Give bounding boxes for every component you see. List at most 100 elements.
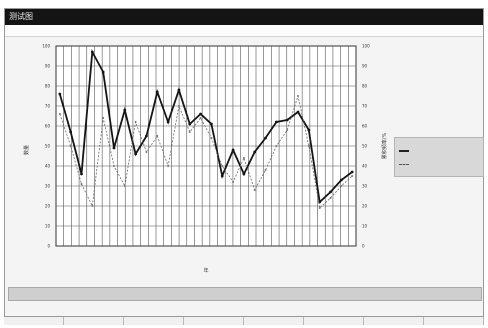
data-point-solid: [296, 110, 300, 114]
chart-series: [58, 48, 354, 209]
y-axis-label-left: 数量: [23, 145, 30, 155]
tab-cell[interactable]: [244, 317, 304, 325]
left-tick-label: 10: [45, 224, 51, 229]
data-point-solid: [145, 134, 148, 138]
title-bar: 测试图: [5, 9, 483, 25]
data-point-solid: [112, 146, 116, 150]
data-point-solid: [307, 128, 311, 132]
data-point-solid: [177, 88, 181, 92]
data-point-dashed: [275, 145, 278, 147]
data-point-solid: [231, 148, 235, 152]
data-point-dashed: [156, 135, 159, 137]
data-point-solid: [220, 174, 224, 178]
data-point-solid: [155, 90, 159, 94]
data-point-dashed: [145, 151, 148, 153]
right-tick-label: 20: [362, 204, 368, 209]
data-point-dashed: [199, 117, 202, 119]
legend-swatch-solid: [399, 150, 409, 152]
data-point-dashed: [329, 197, 332, 199]
data-point-dashed: [123, 185, 126, 187]
left-tick-label: 100: [42, 44, 50, 49]
chart-legend: [394, 137, 484, 177]
right-tick-label: 60: [362, 124, 368, 129]
tab-cell[interactable]: [4, 317, 64, 325]
data-point-dashed: [134, 121, 137, 123]
data-point-solid: [274, 120, 278, 124]
right-tick-label: 10: [362, 224, 368, 229]
right-tick-label: 30: [362, 184, 368, 189]
data-point-solid: [166, 120, 170, 124]
data-point-dashed: [318, 207, 321, 209]
data-point-dashed: [307, 145, 310, 147]
data-point-solid: [58, 92, 62, 96]
data-point-solid: [199, 112, 202, 116]
left-tick-label: 70: [45, 104, 51, 109]
left-tick-label: 90: [45, 64, 51, 69]
left-tick-label: 80: [45, 84, 51, 89]
left-tick-label: 50: [45, 144, 51, 149]
tab-cell[interactable]: [64, 317, 124, 325]
data-point-dashed: [351, 175, 354, 177]
data-point-dashed: [112, 165, 115, 167]
tab-cell[interactable]: [184, 317, 244, 325]
status-text: [9, 288, 481, 300]
x-axis-label: 年: [203, 267, 208, 274]
left-tick-label: 40: [45, 164, 51, 169]
left-tick-label: 30: [45, 184, 51, 189]
bottom-tab-strip: [4, 316, 484, 325]
data-point-dashed: [188, 131, 191, 133]
data-point-solid: [350, 170, 354, 174]
series-line-dashed: [59, 94, 353, 209]
data-point-dashed: [232, 181, 235, 183]
tab-cell[interactable]: [364, 317, 424, 325]
data-point-solid: [134, 152, 138, 156]
data-point-dashed: [167, 165, 170, 167]
right-tick-label: 90: [362, 64, 368, 69]
data-point-solid: [242, 172, 246, 176]
tab-cell[interactable]: [124, 317, 184, 325]
data-point-dashed: [58, 113, 61, 115]
data-point-solid: [90, 50, 94, 54]
left-tick-label: 60: [45, 124, 51, 129]
legend-swatch-dashed: [399, 163, 409, 165]
right-tick-label: 100: [362, 44, 370, 49]
legend-entry-series-2: [399, 159, 412, 169]
right-tick-label: 50: [362, 144, 368, 149]
legend-entry-series-1: [399, 146, 412, 156]
data-point-solid: [253, 150, 257, 154]
data-point-dashed: [210, 137, 213, 139]
right-tick-label: 40: [362, 164, 368, 169]
status-bar: [8, 287, 482, 301]
data-point-solid: [188, 122, 192, 126]
data-point-solid: [264, 136, 267, 140]
chart-labels: 1009080706050403020100100908070605040302…: [23, 44, 388, 275]
data-point-dashed: [69, 145, 72, 147]
tab-cell[interactable]: [424, 317, 484, 325]
data-point-solid: [80, 172, 83, 176]
right-tick-label: 80: [362, 84, 368, 89]
data-point-dashed: [340, 185, 343, 187]
data-point-solid: [69, 130, 73, 134]
data-point-solid: [123, 108, 127, 112]
window-title: 测试图: [9, 12, 33, 21]
data-point-dashed: [102, 117, 105, 119]
data-point-solid: [329, 190, 332, 194]
data-point-dashed: [253, 189, 256, 191]
data-point-dashed: [80, 183, 83, 185]
data-point-solid: [210, 122, 213, 126]
data-point-solid: [101, 70, 105, 74]
right-tick-label: 70: [362, 104, 368, 109]
data-point-dashed: [177, 105, 180, 107]
right-tick-label: 0: [362, 244, 365, 249]
toolbar-strip: [5, 25, 483, 37]
y-axis-label-right: 累积频率/%: [381, 133, 388, 160]
data-point-dashed: [297, 95, 300, 97]
tab-cell[interactable]: [304, 317, 364, 325]
data-point-dashed: [91, 205, 94, 207]
chart-grid: [55, 45, 357, 247]
data-point-solid: [339, 178, 343, 182]
data-point-dashed: [242, 157, 245, 159]
data-point-dashed: [221, 165, 224, 167]
data-point-dashed: [286, 129, 289, 131]
